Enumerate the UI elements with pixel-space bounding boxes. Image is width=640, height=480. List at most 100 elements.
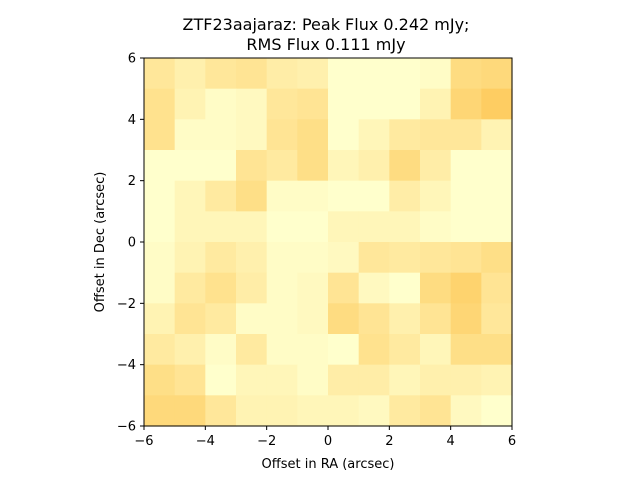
heatmap-cell xyxy=(174,272,206,304)
heatmap-cell xyxy=(205,58,237,90)
y-tick-label: 0 xyxy=(128,236,136,251)
heatmap-cell xyxy=(450,211,482,243)
heatmap-cell xyxy=(420,180,452,212)
y-tick-label: 4 xyxy=(128,113,136,128)
heatmap-cell xyxy=(174,119,206,151)
heatmap-cell xyxy=(328,334,360,366)
heatmap-cell xyxy=(266,303,298,335)
chart-title-line-2: RMS Flux 0.111 mJy xyxy=(246,35,405,54)
heatmap-cell xyxy=(450,272,482,304)
heatmap-cell xyxy=(297,242,329,274)
y-tick-label: −6 xyxy=(117,420,136,435)
heatmap-cell xyxy=(236,119,268,151)
heatmap-cell xyxy=(266,180,298,212)
heatmap-cell xyxy=(481,395,513,427)
heatmap-cell xyxy=(420,150,452,182)
heatmap-cell xyxy=(481,272,513,304)
heatmap-cell xyxy=(236,88,268,120)
heatmap-cell xyxy=(266,242,298,274)
heatmap-cell xyxy=(389,303,421,335)
heatmap-cell xyxy=(358,211,390,243)
y-tick-label: 6 xyxy=(128,52,136,67)
chart-title-line-1: ZTF23aajaraz: Peak Flux 0.242 mJy; xyxy=(183,15,470,34)
heatmap-cell xyxy=(236,150,268,182)
heatmap-cell xyxy=(266,211,298,243)
heatmap-cell xyxy=(205,211,237,243)
heatmap-cell xyxy=(236,58,268,90)
heatmap-cell xyxy=(481,211,513,243)
x-axis-ticks: −6 −4 −2 0 2 4 6 xyxy=(134,426,516,449)
heatmap-cell xyxy=(144,303,176,335)
heatmap-cell xyxy=(297,119,329,151)
heatmap-cell xyxy=(420,242,452,274)
heatmap-cell xyxy=(420,58,452,90)
y-tick-label: −2 xyxy=(117,297,136,312)
heatmap-cell xyxy=(236,395,268,427)
heatmap-cell xyxy=(297,272,329,304)
heatmap-cell xyxy=(174,303,206,335)
heatmap-cell xyxy=(450,395,482,427)
heatmap-cell xyxy=(266,150,298,182)
heatmap-cell xyxy=(389,364,421,396)
heatmap-cell xyxy=(389,272,421,304)
heatmap-cell xyxy=(481,119,513,151)
heatmap-cell xyxy=(205,334,237,366)
heatmap-cell xyxy=(389,88,421,120)
heatmap-cell xyxy=(144,119,176,151)
heatmap-cell xyxy=(174,395,206,427)
heatmap-cell xyxy=(236,272,268,304)
heatmap-cell xyxy=(297,395,329,427)
heatmap-cell xyxy=(358,364,390,396)
heatmap-cell xyxy=(205,180,237,212)
y-axis-label: Offset in Dec (arcsec) xyxy=(93,172,108,313)
x-tick-label: 2 xyxy=(385,434,393,449)
y-tick-label: −4 xyxy=(117,358,136,373)
heatmap-cell xyxy=(389,150,421,182)
x-tick-label: −2 xyxy=(257,434,276,449)
heatmap-cell xyxy=(144,334,176,366)
heatmap-cell xyxy=(144,272,176,304)
heatmap-cell xyxy=(389,58,421,90)
heatmap-cell xyxy=(389,334,421,366)
heatmap-cell xyxy=(144,150,176,182)
heatmap-cell xyxy=(328,150,360,182)
heatmap-cell xyxy=(420,88,452,120)
heatmap-cell xyxy=(236,334,268,366)
heatmap-cell xyxy=(266,88,298,120)
heatmap-cell xyxy=(328,211,360,243)
heatmap-cell xyxy=(144,211,176,243)
heatmap-cell xyxy=(450,58,482,90)
heatmap-cell xyxy=(450,150,482,182)
heatmap-cell xyxy=(174,58,206,90)
heatmap-cell xyxy=(481,58,513,90)
heatmap-cell xyxy=(174,88,206,120)
heatmap-cell xyxy=(450,180,482,212)
heatmap-cell xyxy=(297,303,329,335)
heatmap-cell xyxy=(420,211,452,243)
heatmap-cell xyxy=(481,88,513,120)
heatmap-cell xyxy=(297,211,329,243)
heatmap-cell xyxy=(450,119,482,151)
heatmap-cell xyxy=(266,58,298,90)
heatmap-cell xyxy=(205,242,237,274)
heatmap-cell xyxy=(144,88,176,120)
heatmap-cell xyxy=(144,180,176,212)
heatmap-cell xyxy=(481,334,513,366)
heatmap-cell xyxy=(174,242,206,274)
x-tick-label: −6 xyxy=(134,434,153,449)
heatmap-cell xyxy=(297,334,329,366)
heatmap-cell xyxy=(481,303,513,335)
heatmap-cell xyxy=(389,211,421,243)
heatmap-cell xyxy=(266,272,298,304)
heatmap-cell xyxy=(389,119,421,151)
heatmap-cell xyxy=(144,395,176,427)
heatmap-cell xyxy=(420,395,452,427)
heatmap-cell xyxy=(297,88,329,120)
heatmap-cell xyxy=(450,88,482,120)
heatmap-cell xyxy=(358,180,390,212)
heatmap-cell xyxy=(328,272,360,304)
heatmap-cell xyxy=(450,334,482,366)
heatmap-cell xyxy=(236,242,268,274)
heatmap-cell xyxy=(328,242,360,274)
